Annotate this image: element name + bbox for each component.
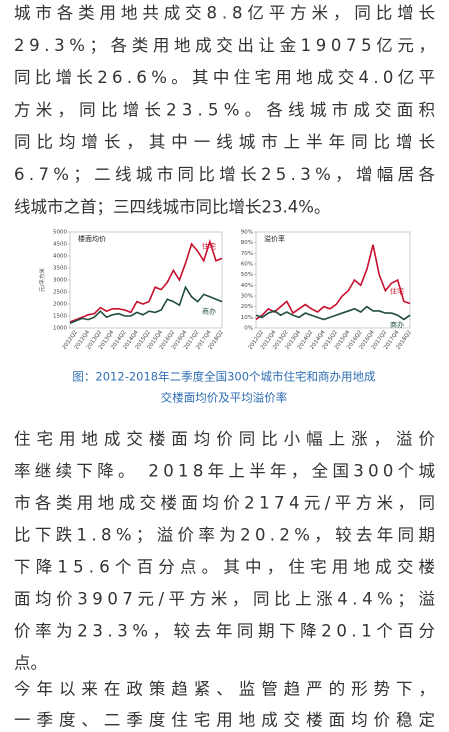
y-tick-label: 4000 bbox=[53, 254, 67, 260]
series-label: 住宅 bbox=[202, 241, 216, 250]
y-tick-label: 50% bbox=[241, 272, 253, 278]
y-tick-label: 30% bbox=[241, 294, 253, 300]
paragraph-line: 今年以来在政策趋紧、监管趋严的形势下， bbox=[14, 680, 435, 699]
y-tick-label: 4500 bbox=[53, 242, 67, 248]
y-tick-label: 1500 bbox=[53, 314, 67, 320]
series-line bbox=[255, 244, 411, 321]
series-line bbox=[69, 285, 223, 324]
paragraph-line: 比下跌1.8%；溢价率为20.2%，较去年同期 bbox=[14, 526, 435, 545]
paragraph-line: 率继续下降。 2018年上半年，全国300个城 bbox=[14, 462, 435, 481]
figure-caption: 图：2012-2018年二季度全国300个城市住宅和商办用地成 bbox=[72, 370, 376, 384]
series-line bbox=[255, 305, 411, 321]
y-tick-label: 20% bbox=[241, 304, 253, 310]
y-tick-label: 10% bbox=[241, 315, 253, 321]
chart-title: 溢价率 bbox=[264, 234, 285, 243]
y-tick-label: 2000 bbox=[53, 302, 67, 308]
paragraph-line: 面均价3907元/平方米，同比上涨4.4%；溢 bbox=[14, 590, 435, 609]
y-tick-label: 2500 bbox=[53, 290, 67, 296]
y-tick-label: 0% bbox=[244, 326, 253, 332]
paragraph-line: 29.3%；各类用地成交出让金19075亿元， bbox=[14, 36, 435, 55]
series-line bbox=[69, 238, 223, 323]
paragraph-line: 住宅用地成交楼面均价同比小幅上涨，溢价 bbox=[14, 430, 435, 449]
y-tick-label: 60% bbox=[241, 262, 253, 268]
series-label: 商办 bbox=[390, 320, 404, 329]
y-axis-label: 元/平方米 bbox=[38, 268, 46, 292]
paragraph-line: 同比增长26.6%。其中住宅用地成交4.0亿平 bbox=[14, 68, 435, 87]
y-tick-label: 40% bbox=[241, 283, 253, 289]
paragraph-line: 点。 bbox=[14, 654, 47, 673]
y-tick-label: 1000 bbox=[53, 326, 67, 332]
y-tick-label: 3500 bbox=[53, 266, 67, 272]
y-tick-label: 90% bbox=[241, 230, 253, 236]
paragraph-line: 同比均增长，其中一线城市上半年同比增长 bbox=[14, 133, 435, 152]
series-label: 住宅 bbox=[390, 286, 404, 295]
paragraph-line: 6.7%；二线城市同比增长25.3%，增幅居各 bbox=[14, 165, 435, 184]
paragraph-line: 下降15.6个百分点。其中，住宅用地成交楼 bbox=[14, 558, 435, 577]
y-tick-label: 70% bbox=[241, 251, 253, 257]
chart-title: 楼面均价 bbox=[78, 234, 106, 243]
paragraph-line: 一季度、二季度住宅用地成交楼面均价稳定 bbox=[14, 711, 435, 730]
paragraph-line: 价率为23.3%，较去年同期下降20.1个百分 bbox=[14, 622, 435, 641]
paragraph-line: 方米，同比增长23.5%。各线城市成交面积 bbox=[14, 100, 435, 119]
paragraph-line: 线城市之首；三四线城市同比增长23.4%。 bbox=[14, 197, 330, 216]
plot-frame bbox=[255, 231, 411, 329]
paragraph-line: 市各类用地成交楼面均价2174元/平方米，同 bbox=[14, 494, 435, 513]
y-tick-label: 3000 bbox=[53, 278, 67, 284]
paragraph-line: 城市各类用地共成交8.8亿平方米，同比增长 bbox=[14, 4, 435, 23]
y-tick-label: 80% bbox=[241, 240, 253, 246]
series-label: 商办 bbox=[202, 307, 216, 316]
y-tick-label: 5000 bbox=[53, 230, 67, 236]
figure-caption: 交楼面均价及平均溢价率 bbox=[161, 391, 288, 405]
